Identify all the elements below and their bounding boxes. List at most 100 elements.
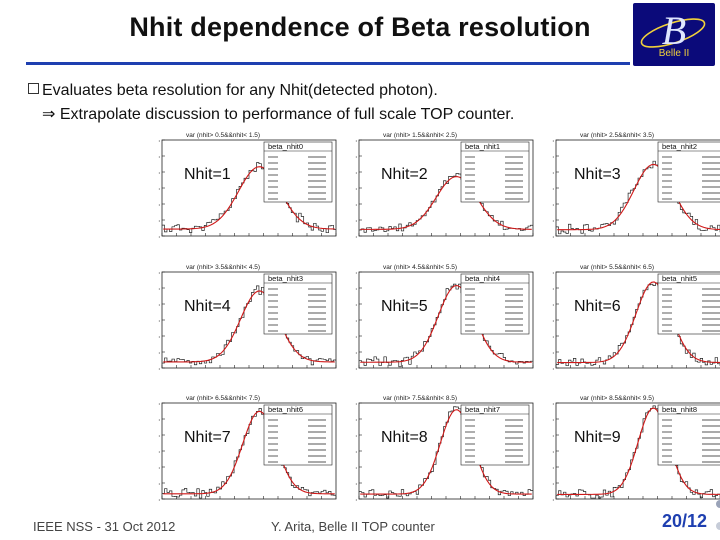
histogram-bins (556, 405, 720, 499)
histogram-header: var (nhit> 0.5&&nhit< 1.5) (186, 132, 260, 139)
y-tick-label: • (553, 186, 555, 191)
nhit-label: Nhit=7 (184, 429, 231, 446)
y-tick-label: • (356, 334, 358, 339)
y-tick-label: • (159, 302, 161, 307)
y-tick-label: • (553, 334, 555, 339)
y-tick-label: • (159, 401, 161, 406)
y-tick-label: • (159, 366, 161, 371)
y-tick-label: • (553, 170, 555, 175)
fit-curve (557, 281, 720, 364)
y-tick-label: • (159, 138, 161, 143)
y-tick-label: • (553, 401, 555, 406)
y-tick-label: • (553, 449, 555, 454)
y-tick-label: • (553, 417, 555, 422)
histogram-panel: var (nhit> 4.5&&nhit< 5.5) • • • • • • • beta_nh… (345, 262, 535, 378)
histogram-bins (359, 173, 533, 233)
y-tick-label: • (356, 154, 358, 159)
fit-curve (163, 410, 335, 495)
y-tick-label: • (356, 270, 358, 275)
title-rule (26, 62, 630, 65)
stats-box (460, 404, 530, 466)
fit-curve (163, 290, 335, 363)
histogram-header: var (nhit> 6.5&&nhit< 7.5) (186, 395, 260, 402)
y-tick-label: • (159, 154, 161, 159)
footer-conference: IEEE NSS - 31 Oct 2012 (33, 519, 176, 534)
y-tick-label: • (553, 234, 555, 239)
histogram-name: beta_nhit6 (268, 405, 303, 414)
belle-ii-logo: B Belle II (633, 3, 715, 66)
y-tick-label: • (356, 366, 358, 371)
stats-box (657, 273, 720, 335)
histogram-bins (162, 408, 336, 499)
stats-box (460, 141, 530, 203)
histogram-plot: var (nhit> 5.5&&nhit< 6.5) • • • • • • • beta_nh… (553, 264, 720, 371)
logo-subtitle: Belle II (658, 48, 690, 59)
y-tick-label: • (159, 334, 161, 339)
y-tick-label: • (356, 481, 358, 486)
nhit-label: Nhit=9 (574, 429, 621, 446)
y-tick-label: • (356, 318, 358, 323)
y-tick-label: • (356, 497, 358, 502)
histogram-plot: var (nhit> 2.5&&nhit< 3.5) • • • • • • • beta_nh… (553, 132, 720, 239)
y-tick-label: • (159, 202, 161, 207)
nhit-label: Nhit=3 (574, 166, 621, 183)
y-tick-label: • (356, 170, 358, 175)
fit-curve (557, 407, 720, 495)
nhit-label: Nhit=1 (184, 166, 231, 183)
y-tick-label: • (356, 234, 358, 239)
histogram-name: beta_nhit2 (662, 142, 697, 151)
histogram-header: var (nhit> 7.5&&nhit< 8.5) (383, 395, 457, 402)
y-tick-label: • (553, 218, 555, 223)
bullet-subtext: ⇒ Extrapolate discussion to performance … (42, 106, 515, 123)
histogram-plot: var (nhit> 8.5&&nhit< 9.5) • • • • • • • beta_nh… (553, 395, 720, 502)
slide-title: Nhit dependence of Beta resolution (129, 12, 591, 42)
belle-ii-logo-graphic: B (640, 8, 706, 53)
y-tick-label: • (553, 270, 555, 275)
nhit-label: Nhit=5 (381, 298, 428, 315)
y-tick-label: • (553, 433, 555, 438)
logo-letter: B (662, 8, 686, 53)
stats-box (657, 141, 720, 203)
y-tick-label: • (356, 433, 358, 438)
histogram-name: beta_nhit3 (268, 274, 303, 283)
y-tick-label: • (356, 218, 358, 223)
stats-box (657, 404, 720, 466)
y-tick-label: • (553, 202, 555, 207)
histogram-plot: var (nhit> 4.5&&nhit< 5.5) • • • • • • • beta_nh… (356, 264, 534, 371)
histogram-panel: var (nhit> 5.5&&nhit< 6.5) • • • • • • • beta_nh… (542, 262, 720, 378)
fit-curve (360, 409, 532, 495)
y-tick-label: • (356, 449, 358, 454)
fit-curve (360, 284, 532, 363)
histogram-name: beta_nhit7 (465, 405, 500, 414)
histogram-name: beta_nhit1 (465, 142, 500, 151)
y-tick-label: • (159, 186, 161, 191)
histogram-header: var (nhit> 4.5&&nhit< 5.5) (383, 264, 457, 271)
histogram-name: beta_nhit4 (465, 274, 500, 283)
y-tick-label: • (553, 302, 555, 307)
nhit-label: Nhit=2 (381, 166, 428, 183)
stats-box (263, 141, 333, 203)
footer-author: Y. Arita, Belle II TOP counter (271, 519, 435, 534)
histogram-name: beta_nhit8 (662, 405, 697, 414)
y-tick-label: • (553, 154, 555, 159)
histogram-name: beta_nhit5 (662, 274, 697, 283)
bullet-text: Evaluates beta resolution for any Nhit(d… (42, 82, 438, 99)
y-tick-label: • (356, 350, 358, 355)
histogram-panel: var (nhit> 3.5&&nhit< 4.5) • • • • • • • beta_nh… (148, 262, 338, 378)
y-tick-label: • (159, 286, 161, 291)
y-tick-label: • (553, 138, 555, 143)
histogram-plot: var (nhit> 1.5&&nhit< 2.5) • • • • • • • beta_nh… (356, 132, 534, 239)
y-tick-label: • (159, 417, 161, 422)
y-tick-label: • (159, 481, 161, 486)
bullet-1: Evaluates beta resolution for any Nhit(d… (28, 82, 438, 100)
histogram-bins (162, 285, 336, 366)
y-tick-label: • (159, 270, 161, 275)
histogram-panel: var (nhit> 7.5&&nhit< 8.5) • • • • • • • beta_nh… (345, 393, 535, 509)
y-tick-label: • (356, 286, 358, 291)
histogram-header: var (nhit> 1.5&&nhit< 2.5) (383, 132, 457, 139)
y-tick-label: • (356, 417, 358, 422)
y-tick-label: • (159, 497, 161, 502)
y-tick-label: • (159, 350, 161, 355)
corner-decoration (716, 500, 720, 530)
stats-box (263, 404, 333, 466)
